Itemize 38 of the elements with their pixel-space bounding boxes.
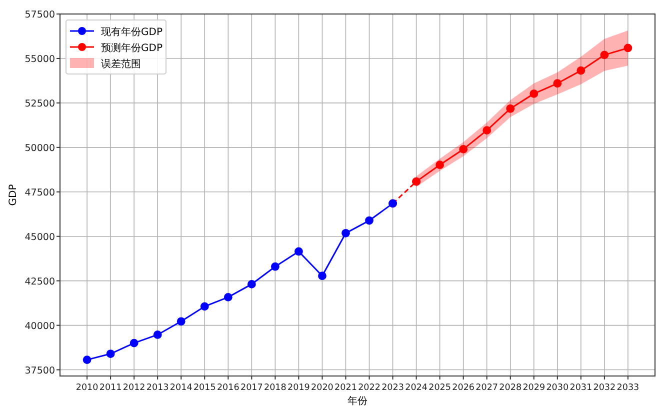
x-tick-label: 2014 [170, 383, 193, 393]
x-tick-label: 2015 [193, 383, 216, 393]
y-tick-label: 40000 [24, 320, 55, 332]
x-tick-label: 2030 [546, 383, 569, 393]
x-tick-label: 2031 [570, 383, 592, 393]
x-tick-label: 2029 [522, 383, 546, 393]
x-tick-label: 2013 [146, 383, 169, 393]
y-tick-label: 50000 [24, 142, 55, 154]
y-tick-label: 55000 [24, 54, 55, 65]
y-tick-label: 45000 [24, 232, 55, 243]
x-tick-label: 2021 [334, 383, 357, 393]
legend-label: 现有年份GDP [101, 26, 162, 38]
x-tick-label: 2032 [593, 383, 616, 393]
annotation: 误差范围 [101, 58, 141, 70]
y-tick-label: 37500 [24, 365, 55, 376]
y-tick-label: 52500 [24, 98, 55, 110]
x-tick-label: 2019 [288, 383, 310, 393]
x-tick-label: 2017 [240, 383, 263, 393]
y-tick-label: 47500 [24, 187, 55, 198]
x-axis-title: 年份 [348, 395, 368, 406]
x-tick-label: 2027 [476, 383, 498, 393]
x-tick-label: 2011 [99, 383, 122, 393]
x-tick-label: 2026 [452, 383, 475, 393]
y-axis-title: GDP [8, 184, 19, 206]
x-tick-label: 2018 [264, 383, 286, 393]
x-tick-label: 2012 [122, 383, 146, 393]
x-tick-label: 2024 [405, 383, 428, 393]
x-tick-label: 2016 [216, 383, 240, 393]
x-tick-label: 2020 [311, 383, 334, 393]
y-tick-label: 57500 [24, 10, 55, 20]
legend-label: 预测年份GDP [101, 42, 162, 54]
x-tick-label: 2022 [358, 383, 380, 393]
x-tick-label: 2033 [616, 383, 640, 393]
x-tick-label: 2023 [382, 383, 404, 393]
y-tick-label: 42500 [24, 276, 55, 288]
x-tick-label: 2025 [428, 383, 452, 393]
x-tick-label: 2010 [76, 383, 99, 393]
x-tick-label: 2028 [499, 383, 522, 393]
